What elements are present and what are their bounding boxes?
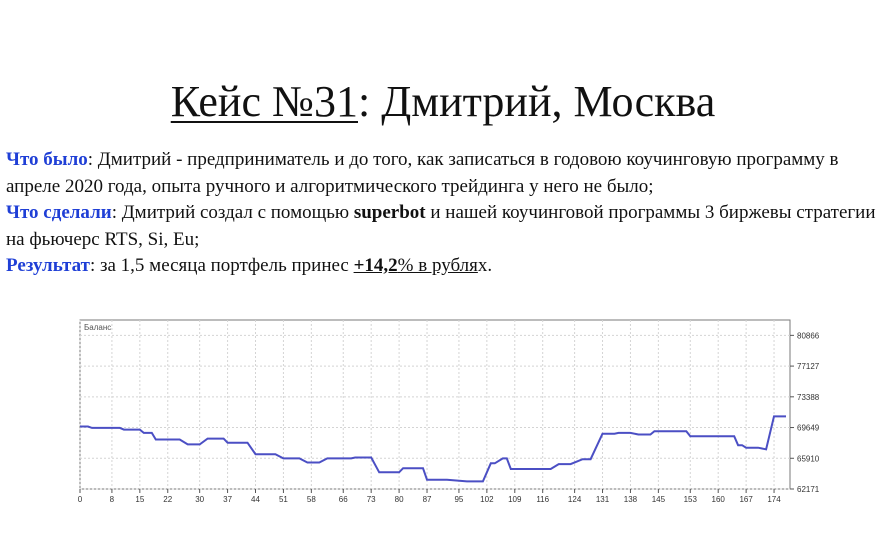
case-number: Кейс №31 bbox=[170, 77, 358, 126]
plot-frame bbox=[79, 319, 791, 490]
y-tick-label: 69649 bbox=[797, 424, 820, 433]
x-tick-label: 58 bbox=[307, 495, 316, 504]
x-tick-label: 109 bbox=[508, 495, 522, 504]
text-before: : Дмитрий - предприниматель и до того, к… bbox=[6, 149, 839, 197]
x-tick-label: 0 bbox=[78, 495, 83, 504]
y-tick-label: 80866 bbox=[797, 331, 820, 340]
label-done: Что сделали bbox=[6, 202, 112, 223]
x-tick-label: 37 bbox=[223, 495, 232, 504]
x-tick-label: 102 bbox=[480, 495, 494, 504]
x-tick-label: 145 bbox=[652, 495, 666, 504]
y-tick-label: 65910 bbox=[797, 454, 820, 463]
x-tick-label: 87 bbox=[423, 495, 432, 504]
x-tick-label: 30 bbox=[195, 495, 204, 504]
balance-line bbox=[80, 415, 786, 483]
paragraph-result: Результат: за 1,5 месяца портфель принес… bbox=[6, 253, 884, 280]
x-tick-label: 80 bbox=[395, 495, 404, 504]
result-percent: +14,2 bbox=[353, 255, 398, 276]
y-tick-label: 73388 bbox=[797, 393, 820, 402]
x-tick-label: 44 bbox=[251, 495, 260, 504]
x-tick-label: 51 bbox=[279, 495, 288, 504]
text-result-1: : за 1,5 месяца портфель принес bbox=[89, 255, 354, 276]
page-title: Кейс №31: Дмитрий, Москва bbox=[0, 72, 886, 132]
text-done-1: : Дмитрий создал с помощью bbox=[111, 202, 354, 223]
text-done-2: и нашей коучинговой программы 3 биржевы … bbox=[6, 202, 876, 250]
superbot-name: superbot bbox=[353, 202, 426, 223]
x-tick-label: 116 bbox=[536, 495, 549, 504]
y-tick-label: 62171 bbox=[797, 485, 820, 494]
x-tick-label: 66 bbox=[339, 495, 348, 504]
paragraph-done: Что сделали: Дмитрий создал с помощью su… bbox=[6, 200, 884, 253]
y-tick-label: 77127 bbox=[797, 362, 820, 371]
x-tick-label: 174 bbox=[767, 495, 781, 504]
label-before: Что было bbox=[6, 149, 88, 170]
label-result: Результат bbox=[6, 255, 90, 276]
chart-title: Баланс bbox=[84, 323, 111, 332]
x-tick-label: 160 bbox=[712, 495, 726, 504]
x-tick-label: 131 bbox=[596, 495, 610, 504]
x-tick-label: 153 bbox=[684, 495, 698, 504]
balance-chart: Баланс 0 8 15 22 30 37 44 51 58 66 73 80 87 95 102 109 1… bbox=[70, 312, 830, 512]
paragraph-before: Что было: Дмитрий - предприниматель и до… bbox=[6, 147, 884, 200]
x-tick-label: 8 bbox=[110, 495, 115, 504]
x-tick-label: 15 bbox=[135, 495, 144, 504]
case-client: : Дмитрий, Москва bbox=[358, 77, 716, 126]
x-tick-label: 73 bbox=[367, 495, 376, 504]
result-currency: % в рубля bbox=[397, 255, 478, 276]
case-description: Что было: Дмитрий - предприниматель и до… bbox=[6, 147, 884, 280]
x-tick-label: 124 bbox=[568, 495, 582, 504]
x-tick-label: 22 bbox=[163, 495, 172, 504]
x-tick-label: 138 bbox=[624, 495, 638, 504]
x-tick-label: 167 bbox=[739, 495, 753, 504]
result-tail: х. bbox=[477, 255, 493, 276]
balance-chart-svg: Баланс 0 8 15 22 30 37 44 51 58 66 73 80 87 95 102 109 1… bbox=[78, 319, 820, 504]
x-tick-label: 95 bbox=[454, 495, 463, 504]
